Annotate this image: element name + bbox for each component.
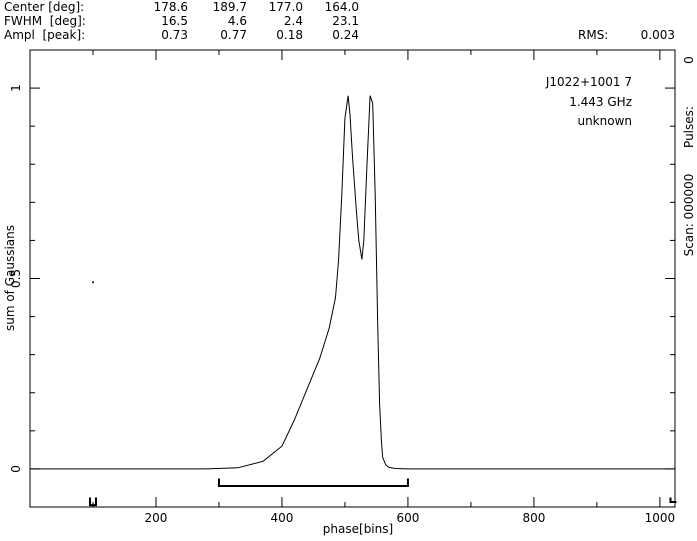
header-fwhm-4: 23.1	[332, 14, 359, 28]
scan-label: Scan: 000000	[682, 174, 696, 257]
x-axis-label: phase[bins]	[323, 522, 393, 536]
source-name: J1022+1001 7	[545, 75, 632, 89]
x-axis-ticks: 200 400 600 800 1000	[92, 50, 676, 525]
header-center-1: 178.6	[153, 0, 188, 14]
x-tick-label: 200	[145, 511, 168, 525]
x-tick-label: 800	[522, 511, 545, 525]
header-fwhm-3: 2.4	[283, 14, 303, 28]
header-fwhm-1: 16.5	[161, 14, 188, 28]
header-center-4: 164.0	[324, 0, 359, 14]
header-fwhm-2: 4.6	[227, 14, 247, 28]
right-axis-top-tick: 0	[682, 56, 696, 64]
y-axis-ticks: 00.51	[9, 84, 675, 508]
y-axis-label: sum of Gaussians	[3, 225, 17, 331]
x-tick-label: 400	[271, 511, 294, 525]
series-layer	[30, 95, 675, 470]
profile-line	[30, 95, 675, 470]
header-label-center: Center [deg]:	[4, 0, 85, 14]
header-ampl-1: 0.73	[161, 28, 188, 42]
y-tick-label: 1	[9, 84, 23, 92]
header-center-3: 177.0	[268, 0, 303, 14]
header-ampl-4: 0.24	[332, 28, 359, 42]
x-tick-label: 1000	[645, 511, 676, 525]
header-label-ampl: Ampl [peak]:	[4, 28, 86, 42]
stray-point	[91, 281, 94, 284]
on-pulse-window-bracket	[217, 478, 409, 488]
pulses-label: Pulses:	[682, 106, 696, 148]
y-tick-label: 0.5	[9, 269, 23, 288]
header-ampl-3: 0.18	[276, 28, 303, 42]
observing-frequency: 1.443 GHz	[569, 95, 632, 109]
rms-label: RMS:	[578, 28, 609, 42]
rms-value: 0.003	[640, 28, 675, 42]
right-baseline-marker	[669, 497, 677, 504]
header-label-fwhm: FWHM [deg]:	[4, 14, 86, 28]
y-tick-label: 0	[9, 465, 23, 473]
marker-layer	[88, 281, 677, 507]
x-tick-label: 600	[396, 511, 419, 525]
header-center-2: 189.7	[212, 0, 247, 14]
left-baseline-marker	[88, 497, 97, 507]
header-ampl-2: 0.77	[220, 28, 247, 42]
telescope-name: unknown	[577, 114, 632, 128]
